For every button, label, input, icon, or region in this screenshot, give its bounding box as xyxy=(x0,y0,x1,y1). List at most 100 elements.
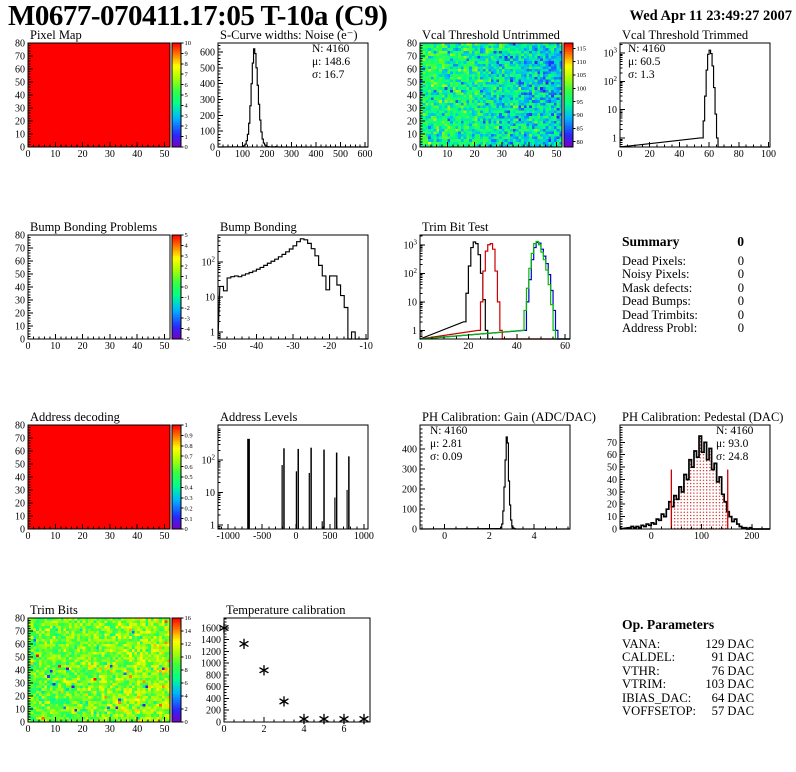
svg-text:30: 30 xyxy=(105,531,115,542)
colorbar xyxy=(171,617,182,723)
svg-text:0: 0 xyxy=(412,143,417,154)
svg-text:30: 30 xyxy=(607,487,617,498)
svg-text:10: 10 xyxy=(50,341,60,352)
pixel-map-chart: Pixel Map 0 1 2 3 4 5 6 7 8 9 10 0 10 20 30 40 50 0 10 20 30 4… xyxy=(8,28,204,165)
svg-text:0: 0 xyxy=(185,144,188,151)
svg-text:μ: 93.0: μ: 93.0 xyxy=(716,438,749,450)
svg-text:40: 40 xyxy=(15,283,25,294)
svg-text:10: 10 xyxy=(607,105,617,116)
svg-text:100: 100 xyxy=(402,505,417,516)
op-parameter-row-value: 103 DAC xyxy=(705,677,754,692)
svg-text:30: 30 xyxy=(15,104,25,115)
svg-text:4: 4 xyxy=(532,531,537,542)
svg-text:95: 95 xyxy=(577,99,584,106)
op-parameter-row-label: CALDEL: xyxy=(622,650,676,665)
plot-frame xyxy=(27,234,171,340)
plot-frame xyxy=(217,424,369,530)
svg-text:10: 10 xyxy=(607,512,617,523)
svg-text:200: 200 xyxy=(744,531,759,542)
svg-text:50: 50 xyxy=(160,149,170,160)
op-parameters-header: Op. Parameters xyxy=(622,617,754,633)
svg-text:30: 30 xyxy=(497,149,507,160)
summary-title: Summary xyxy=(622,234,680,249)
svg-text:2: 2 xyxy=(185,263,188,270)
svg-text:5: 5 xyxy=(185,232,188,239)
svg-text:0.8: 0.8 xyxy=(185,443,193,450)
summary-row-label: Dead Bumps: xyxy=(622,294,691,309)
trim-bit-test-chart: Trim Bit Test 0 20 40 60 1 10 102 103 xyxy=(400,220,600,357)
svg-text:50: 50 xyxy=(407,78,417,89)
plot-frame xyxy=(223,617,371,723)
svg-text:-30: -30 xyxy=(286,341,299,352)
svg-text:200: 200 xyxy=(260,149,275,160)
op-parameter-row-value: 57 DAC xyxy=(711,704,754,719)
svg-text:30: 30 xyxy=(105,341,115,352)
plot-frame xyxy=(217,234,369,340)
op-parameter-row: VANA: 129 DAC xyxy=(622,637,754,651)
svg-text:100: 100 xyxy=(235,149,250,160)
op-parameter-row-label: IBIAS_DAC: xyxy=(622,690,692,705)
svg-text:80: 80 xyxy=(734,149,744,160)
op-parameter-row: VTRIM: 103 DAC xyxy=(622,677,754,692)
op-parameter-row-label: VANA: xyxy=(622,637,661,651)
svg-text:100: 100 xyxy=(200,127,215,138)
vcal-untrimmed-plot: Vcal Threshold Untrimmed8085909510010511… xyxy=(407,28,587,160)
svg-text:0: 0 xyxy=(442,531,447,542)
op-parameter-row: IBIAS_DAC: 64 DAC xyxy=(622,690,754,705)
svg-text:500: 500 xyxy=(322,531,337,542)
scurve-noise-chart: S-Curve widths: Noise (e⁻) 0 100 200 300 400 5… xyxy=(198,28,398,165)
svg-text:20: 20 xyxy=(407,117,417,128)
svg-text:105: 105 xyxy=(577,72,587,79)
svg-text:40: 40 xyxy=(512,341,522,352)
svg-text:Trim Bits: Trim Bits xyxy=(30,605,78,617)
svg-text:10: 10 xyxy=(442,149,452,160)
svg-text:0.1: 0.1 xyxy=(185,516,193,523)
svg-text:4: 4 xyxy=(185,243,189,250)
svg-text:10: 10 xyxy=(50,531,60,542)
svg-text:1: 1 xyxy=(185,422,188,429)
svg-text:600: 600 xyxy=(200,48,215,59)
svg-text:0: 0 xyxy=(26,149,31,160)
svg-text:-1: -1 xyxy=(185,295,190,302)
svg-text:50: 50 xyxy=(552,149,562,160)
svg-text:600: 600 xyxy=(358,149,373,160)
svg-text:-3: -3 xyxy=(185,315,190,322)
svg-text:3: 3 xyxy=(185,113,188,120)
svg-text:0: 0 xyxy=(210,143,215,154)
svg-text:0.3: 0.3 xyxy=(185,495,193,502)
svg-text:500: 500 xyxy=(333,149,348,160)
svg-text:-10: -10 xyxy=(359,341,372,352)
summary-row-label: Dead Trimbits: xyxy=(622,307,698,322)
svg-text:10: 10 xyxy=(15,130,25,141)
svg-text:6: 6 xyxy=(185,82,189,89)
svg-text:10: 10 xyxy=(407,130,417,141)
svg-text:0: 0 xyxy=(26,341,31,352)
op-parameter-row: VOFFSETOP: 57 DAC xyxy=(622,704,754,719)
svg-text:400: 400 xyxy=(200,79,215,90)
svg-text:0: 0 xyxy=(612,525,617,536)
trim-bit-test-plot: Trim Bit Test 0 20 40 60 1 10 102 103 xyxy=(404,220,571,352)
plot-frame xyxy=(217,42,369,148)
svg-text:0.2: 0.2 xyxy=(185,505,193,512)
summary-header: Summary 0 xyxy=(622,234,744,250)
trim-bits-chart: Trim Bits 0 2 4 6 8 10 12 14 16 0 10 20 30 40 50 0 10 20 30… xyxy=(8,603,204,745)
svg-text:S-Curve widths: Noise (e⁻): S-Curve widths: Noise (e⁻) xyxy=(220,30,357,42)
svg-text:30: 30 xyxy=(15,296,25,307)
svg-text:μ: 148.6: μ: 148.6 xyxy=(312,56,350,68)
svg-text:2: 2 xyxy=(185,123,188,130)
svg-text:20: 20 xyxy=(463,341,473,352)
op-parameter-row: VTHR: 76 DAC xyxy=(622,664,754,678)
svg-text:102: 102 xyxy=(604,75,618,88)
svg-text:-1000: -1000 xyxy=(217,531,240,542)
svg-text:0.9: 0.9 xyxy=(185,433,193,440)
svg-text:N: 4160: N: 4160 xyxy=(312,43,350,55)
svg-text:Bump Bonding: Bump Bonding xyxy=(220,222,297,234)
ph-calibration-gain-chart: PH Calibration: Gain (ADC/DAC) 0 2 4 0 100 200… xyxy=(400,410,600,547)
vcal-trimmed-plot: Vcal Threshold Trimmed 0 20 40 60 80 100 1 10 102… xyxy=(604,28,777,160)
scatter-markers xyxy=(219,622,369,725)
svg-text:N: 4160: N: 4160 xyxy=(716,425,754,437)
vcal-threshold-untrimmed-chart: Vcal Threshold Untrimmed 80 85 90 95 100 105 11… xyxy=(400,28,600,165)
